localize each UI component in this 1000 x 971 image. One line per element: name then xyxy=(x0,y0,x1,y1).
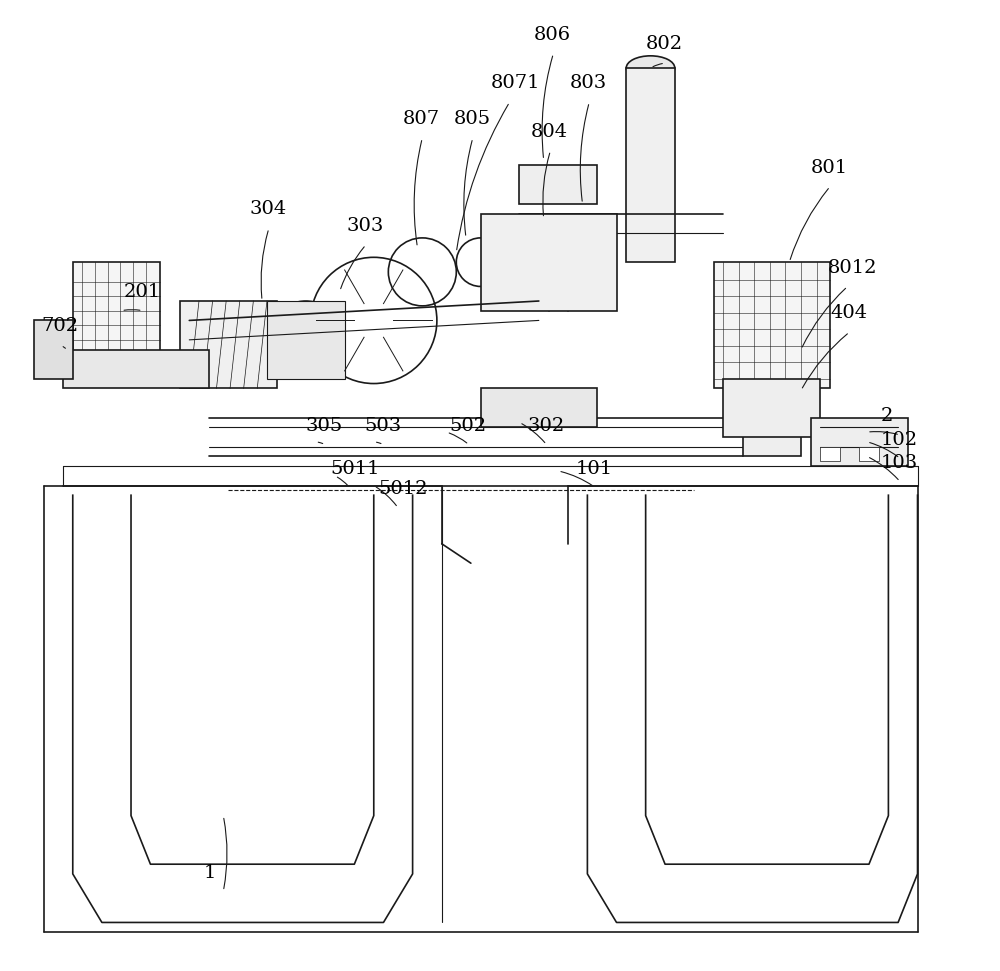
Text: 5012: 5012 xyxy=(379,480,428,498)
Bar xyxy=(714,262,830,388)
Bar xyxy=(859,447,879,461)
Bar xyxy=(481,388,597,427)
Text: 8012: 8012 xyxy=(828,258,878,277)
Text: 801: 801 xyxy=(811,158,848,177)
Bar xyxy=(63,350,209,388)
Text: 803: 803 xyxy=(570,74,607,92)
Bar xyxy=(34,320,73,379)
Text: 806: 806 xyxy=(534,25,571,44)
Bar xyxy=(267,301,345,379)
Bar xyxy=(811,418,908,466)
Text: 5011: 5011 xyxy=(330,459,380,478)
Bar xyxy=(820,447,840,461)
Text: 804: 804 xyxy=(531,122,568,141)
Text: 502: 502 xyxy=(450,417,487,435)
Bar xyxy=(481,214,617,311)
Bar xyxy=(743,388,801,456)
Bar xyxy=(626,68,675,262)
Text: 805: 805 xyxy=(453,110,491,128)
Bar xyxy=(519,165,597,204)
Bar xyxy=(180,301,277,388)
Ellipse shape xyxy=(626,55,675,81)
Text: 304: 304 xyxy=(249,200,287,218)
Text: 404: 404 xyxy=(830,304,867,322)
Text: 201: 201 xyxy=(123,283,160,301)
Text: 807: 807 xyxy=(403,110,440,128)
Text: 305: 305 xyxy=(306,417,343,435)
Bar xyxy=(723,379,820,437)
Text: 1: 1 xyxy=(204,863,216,882)
Text: 303: 303 xyxy=(347,217,384,235)
Text: 2: 2 xyxy=(881,407,893,425)
Text: 102: 102 xyxy=(881,430,918,449)
Text: 302: 302 xyxy=(527,417,564,435)
Bar xyxy=(73,262,160,359)
Text: 702: 702 xyxy=(42,317,79,335)
Text: 103: 103 xyxy=(881,453,918,472)
Text: 101: 101 xyxy=(576,459,613,478)
Text: 8071: 8071 xyxy=(490,74,540,92)
Text: 503: 503 xyxy=(364,417,401,435)
Text: 802: 802 xyxy=(646,35,683,53)
